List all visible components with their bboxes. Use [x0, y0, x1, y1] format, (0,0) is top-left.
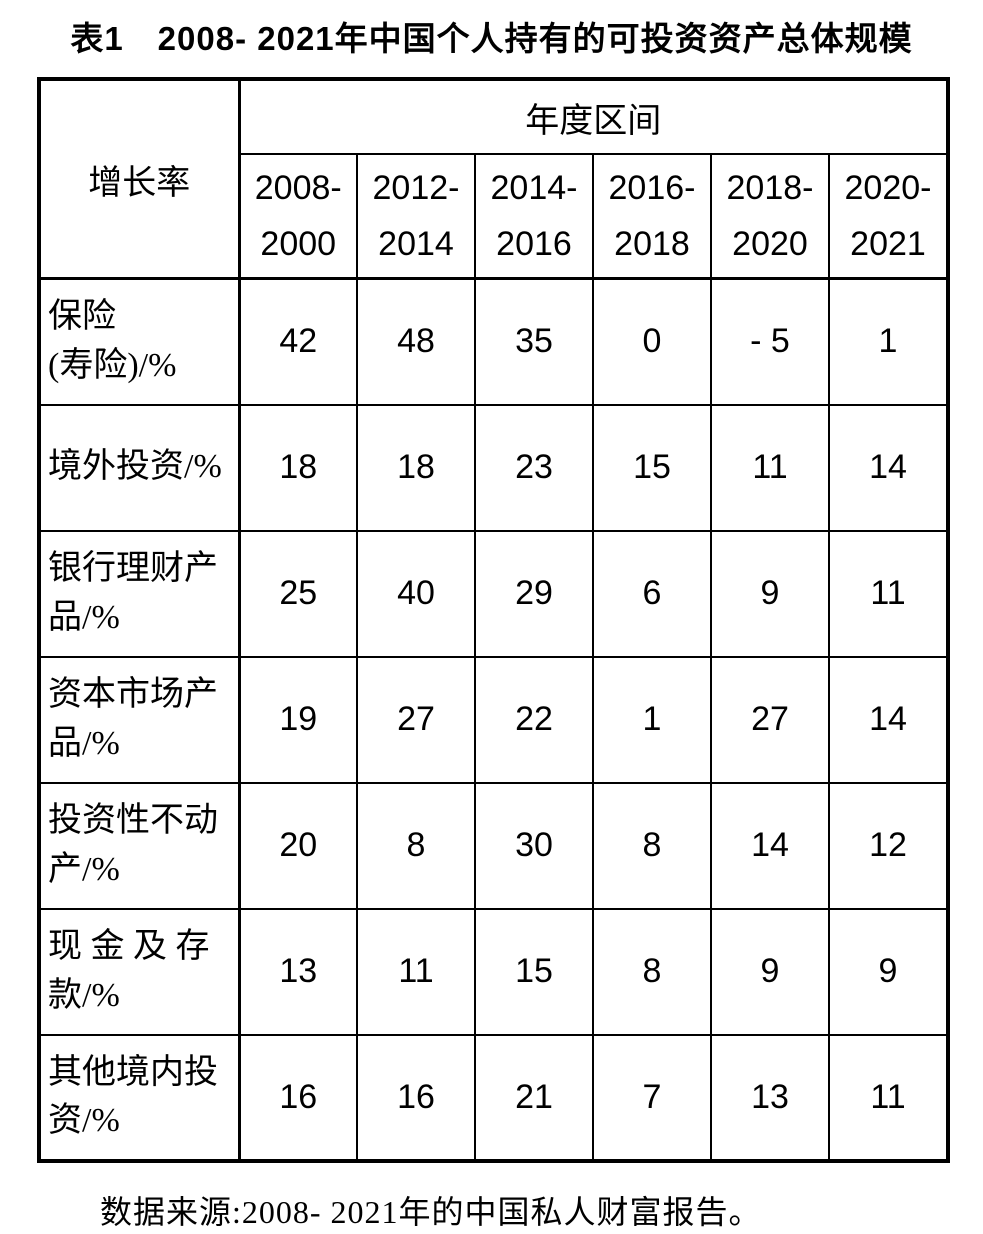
col-header-2016-2018: 2016- 2018 — [592, 153, 712, 280]
value-cell: 27 — [710, 655, 830, 784]
value-cell: 8 — [356, 781, 476, 910]
value-cell: 18 — [356, 403, 476, 532]
value-cell: 35 — [474, 277, 594, 406]
row-label: 银行理财产 品/% — [38, 529, 241, 658]
row-label: 保险 (寿险)/% — [38, 277, 241, 406]
row-label: 境外投资/% — [38, 403, 241, 532]
table-row-overseas-investment: 境外投资/% 18 18 23 15 11 14 — [38, 403, 949, 532]
value-cell: 9 — [710, 529, 830, 658]
value-cell: 13 — [238, 907, 358, 1036]
value-cell: - 5 — [710, 277, 830, 406]
year-header-row: 2008- 2000 2012- 2014 2014- 2016 2016- 2… — [39, 153, 949, 280]
table-row-capital-market-products: 资本市场产 品/% 19 27 22 1 27 14 — [38, 655, 949, 784]
value-cell: 15 — [592, 403, 712, 532]
value-cell: 14 — [828, 403, 949, 532]
col-header-2012-2014: 2012- 2014 — [356, 153, 476, 280]
value-cell: 11 — [710, 403, 830, 532]
value-cell: 40 — [356, 529, 476, 658]
value-cell: 30 — [474, 781, 594, 910]
data-source-note: 数据来源:2008- 2021年的中国私人财富报告。 — [100, 1193, 762, 1230]
value-cell: 6 — [592, 529, 712, 658]
investable-assets-table: 增长率 年度区间 2008- 2000 2012- 2014 2014- 201… — [37, 77, 950, 1163]
table-row-insurance: 保险 (寿险)/% 42 48 35 0 - 5 1 — [38, 277, 949, 406]
span-header-row: 增长率 年度区间 — [38, 78, 949, 280]
value-cell: 11 — [828, 529, 949, 658]
value-cell: 19 — [238, 655, 358, 784]
value-cell: 16 — [356, 1033, 476, 1162]
column-group-header: 年度区间 — [238, 78, 949, 155]
value-cell: 16 — [238, 1033, 358, 1162]
value-cell: 14 — [828, 655, 949, 784]
row-header-growth-rate: 增长率 — [38, 78, 241, 280]
col-header-2014-2016: 2014- 2016 — [474, 153, 594, 280]
value-cell: 13 — [710, 1033, 830, 1162]
value-cell: 21 — [474, 1033, 594, 1162]
value-cell: 15 — [474, 907, 594, 1036]
value-cell: 14 — [710, 781, 830, 910]
value-cell: 1 — [592, 655, 712, 784]
value-cell: 27 — [356, 655, 476, 784]
value-cell: 11 — [356, 907, 476, 1036]
value-cell: 0 — [592, 277, 712, 406]
value-cell: 29 — [474, 529, 594, 658]
value-cell: 9 — [828, 907, 949, 1036]
table-row-cash-and-deposits: 现 金 及 存 款/% 13 11 15 8 9 9 — [38, 907, 949, 1036]
row-label: 其他境内投 资/% — [38, 1033, 241, 1162]
col-header-2020-2021: 2020- 2021 — [828, 153, 949, 280]
value-cell: 23 — [474, 403, 594, 532]
value-cell: 7 — [592, 1033, 712, 1162]
value-cell: 25 — [238, 529, 358, 658]
table-row-other-domestic-investment: 其他境内投 资/% 16 16 21 7 13 11 — [38, 1033, 949, 1162]
value-cell: 22 — [474, 655, 594, 784]
row-label: 现 金 及 存 款/% — [38, 907, 241, 1036]
row-label: 投资性不动 产/% — [38, 781, 241, 910]
table-row-bank-wealth-products: 银行理财产 品/% 25 40 29 6 9 11 — [38, 529, 949, 658]
col-header-2008-2000: 2008- 2000 — [238, 153, 358, 280]
value-cell: 42 — [238, 277, 358, 406]
value-cell: 18 — [238, 403, 358, 532]
value-cell: 8 — [592, 781, 712, 910]
value-cell: 9 — [710, 907, 830, 1036]
value-cell: 1 — [828, 277, 949, 406]
value-cell: 11 — [828, 1033, 949, 1162]
value-cell: 12 — [828, 781, 949, 910]
value-cell: 8 — [592, 907, 712, 1036]
row-label: 资本市场产 品/% — [38, 655, 241, 784]
col-header-2018-2020: 2018- 2020 — [710, 153, 830, 280]
value-cell: 20 — [238, 781, 358, 910]
table-title: 表1 2008- 2021年中国个人持有的可投资资产总体规模 — [70, 20, 913, 57]
value-cell: 48 — [356, 277, 476, 406]
table-row-investment-real-estate: 投资性不动 产/% 20 8 30 8 14 12 — [38, 781, 949, 910]
